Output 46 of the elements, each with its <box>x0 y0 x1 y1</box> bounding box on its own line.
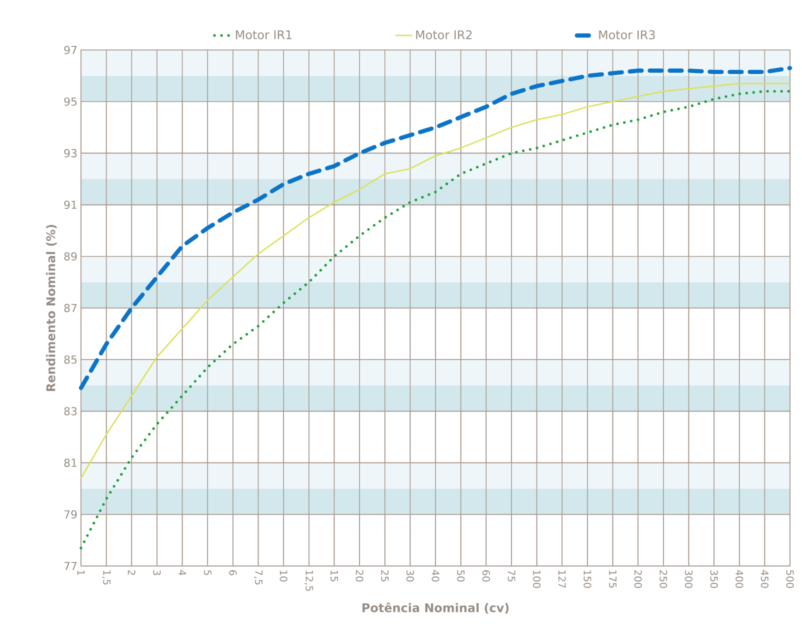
legend-label: Motor IR3 <box>599 30 655 40</box>
x-tick-label: 12,5 <box>304 570 314 591</box>
x-tick-label: 5 <box>204 570 212 575</box>
x-tick-label: 75 <box>508 570 516 582</box>
line-series <box>80 90 792 550</box>
x-tick-label: 100 <box>533 570 541 588</box>
x-tick-label: 2 <box>128 570 136 575</box>
legend-label: Motor IR2 <box>416 30 472 40</box>
y-tick-label: 93 <box>64 149 77 158</box>
y-tick-label: 79 <box>64 510 77 519</box>
x-tick-label: 15 <box>330 570 338 582</box>
y-tick-label: 83 <box>64 407 77 416</box>
x-tick-label: 1 <box>77 570 85 575</box>
y-tick-label: 77 <box>64 562 77 570</box>
legend-label: Motor IR1 <box>236 30 292 40</box>
x-tick-label: 150 <box>584 570 592 588</box>
x-axis-title: Potência Nominal (cv) <box>362 602 509 614</box>
x-tick-label: 6 <box>229 570 237 576</box>
x-tick-label: 25 <box>381 570 389 582</box>
y-tick-label: 91 <box>64 200 76 209</box>
x-tick-label: 10 <box>280 570 288 582</box>
x-tick-label: 175 <box>609 570 616 588</box>
x-tick-label: 350 <box>710 570 718 588</box>
y-tick-label: 95 <box>64 97 77 106</box>
x-tick-label: 300 <box>684 570 692 588</box>
x-tick-label: 1,5 <box>102 570 111 584</box>
y-tick-label: 89 <box>64 252 77 261</box>
x-tick-label: 450 <box>760 570 768 588</box>
y-axis-title: Rendimento Nominal (%) <box>46 224 57 391</box>
x-tick-label: 7,5 <box>254 570 262 584</box>
x-tick-label: 250 <box>660 570 668 588</box>
x-tick-label: 30 <box>406 570 414 582</box>
x-tick-label: 4 <box>178 570 186 576</box>
x-tick-label: 500 <box>786 570 794 588</box>
y-tick-label: 81 <box>64 458 76 467</box>
x-tick-label: 3 <box>153 570 161 576</box>
y-tick-label: 87 <box>64 304 77 312</box>
x-tick-label: 200 <box>634 570 642 588</box>
x-tick-label: 60 <box>482 570 490 582</box>
x-tick-label: 127 <box>558 570 566 588</box>
x-tick-label: 400 <box>736 570 744 588</box>
y-tick-label: 85 <box>64 355 77 364</box>
x-tick-label: 40 <box>432 570 440 582</box>
x-tick-label: 20 <box>356 570 364 582</box>
x-tick-label: 50 <box>457 570 465 582</box>
y-tick-label: 97 <box>64 46 77 54</box>
